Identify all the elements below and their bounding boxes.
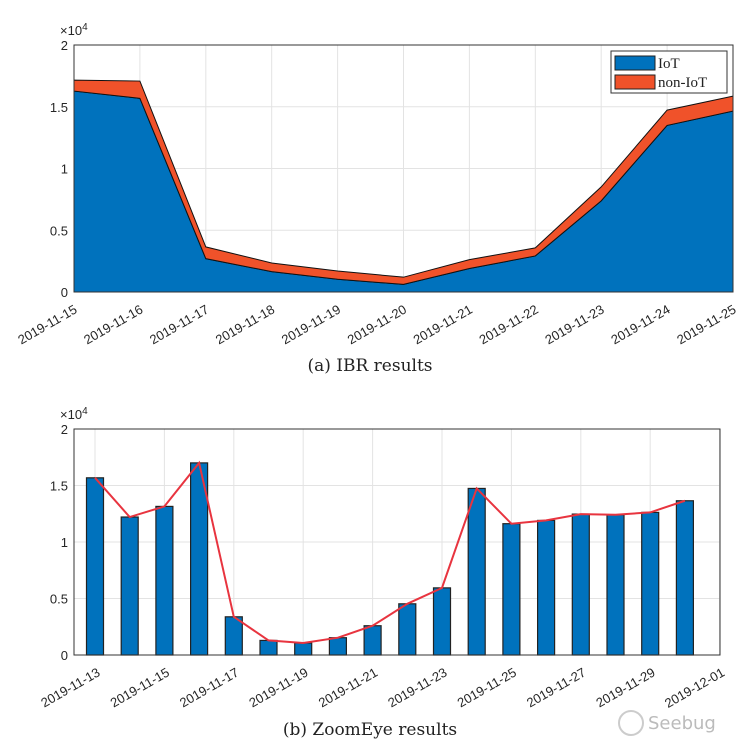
y-tick-label: 0 — [61, 285, 68, 300]
y-exponent-power: 4 — [82, 22, 88, 33]
x-tick-label: 2019-11-21 — [316, 665, 380, 711]
caption-a: (a) IBR results — [307, 356, 432, 376]
caption-b: (b) ZoomEye results — [283, 720, 457, 740]
bar — [432, 587, 452, 656]
y-tick-label: 1.5 — [50, 100, 68, 115]
y-tick-label: 0.5 — [50, 592, 68, 607]
x-tick-label: 2019-11-27 — [524, 665, 588, 711]
x-tick-label: 2019-11-25 — [455, 665, 519, 711]
bar — [467, 487, 486, 656]
x-tick-label: 2019-11-17 — [147, 302, 211, 348]
x-tick-label: 2019-11-24 — [608, 302, 672, 348]
x-tick-label: 2019-11-21 — [411, 302, 475, 348]
bar — [675, 500, 695, 656]
y-tick-label: 2 — [61, 38, 68, 53]
x-tick-label: 2019-11-23 — [542, 302, 606, 348]
bar — [398, 603, 417, 656]
bar — [294, 642, 313, 656]
bar — [502, 523, 521, 656]
x-tick-label: 2019-11-15 — [15, 302, 79, 348]
trend-line — [94, 460, 686, 645]
x-tick-label: 2019-11-22 — [477, 302, 541, 348]
x-tick-label: 2019-11-13 — [38, 665, 102, 711]
x-tick-label: 2019-11-17 — [177, 665, 241, 711]
legend-swatch-iot — [614, 55, 656, 71]
y-tick-label: 2 — [61, 422, 68, 437]
bar — [363, 625, 382, 656]
bar — [536, 519, 556, 656]
x-tick-label: 2019-11-16 — [81, 302, 145, 348]
y-tick-label: 1 — [61, 162, 68, 177]
y-exponent-label: ×104 — [60, 22, 88, 38]
y-exponent-power: 4 — [82, 406, 88, 417]
bar — [120, 516, 139, 656]
bar — [85, 477, 105, 656]
x-tick-label: 2019-11-20 — [345, 302, 409, 348]
bar — [606, 514, 625, 656]
y-exponent-label: ×104 — [60, 406, 88, 422]
y-tick-label: 0 — [61, 648, 68, 663]
y-tick-label: 1 — [61, 535, 68, 550]
bar — [259, 639, 278, 656]
legend-label: IoT — [658, 56, 680, 72]
x-tick-label: 2019-11-18 — [213, 302, 277, 348]
plot-frame — [73, 428, 721, 656]
x-tick-label: 2019-11-19 — [279, 302, 343, 348]
x-tick-label: 2019-11-15 — [108, 665, 172, 711]
y-tick-label: 0.5 — [50, 223, 68, 238]
bar — [641, 511, 660, 656]
x-tick-label: 2019-11-29 — [593, 665, 657, 711]
x-tick-label: 2019-12-01 — [662, 665, 727, 711]
bar — [155, 505, 174, 656]
bar — [571, 513, 590, 656]
watermark-logo-icon — [618, 710, 644, 736]
legend-swatch-non-iot — [614, 74, 656, 90]
y-tick-label: 1.5 — [50, 479, 68, 494]
x-tick-label: 2019-11-23 — [385, 665, 449, 711]
x-tick-label: 2019-11-25 — [674, 302, 738, 348]
bar — [328, 637, 347, 656]
plot-frame — [73, 44, 734, 293]
watermark-text: Seebug — [648, 713, 716, 734]
legend-label: non-IoT — [658, 75, 707, 91]
x-tick-label: 2019-11-19 — [246, 665, 310, 711]
bar — [224, 616, 243, 656]
seebug-watermark: Seebug — [618, 710, 716, 736]
legend: IoT non-IoT — [610, 50, 728, 94]
